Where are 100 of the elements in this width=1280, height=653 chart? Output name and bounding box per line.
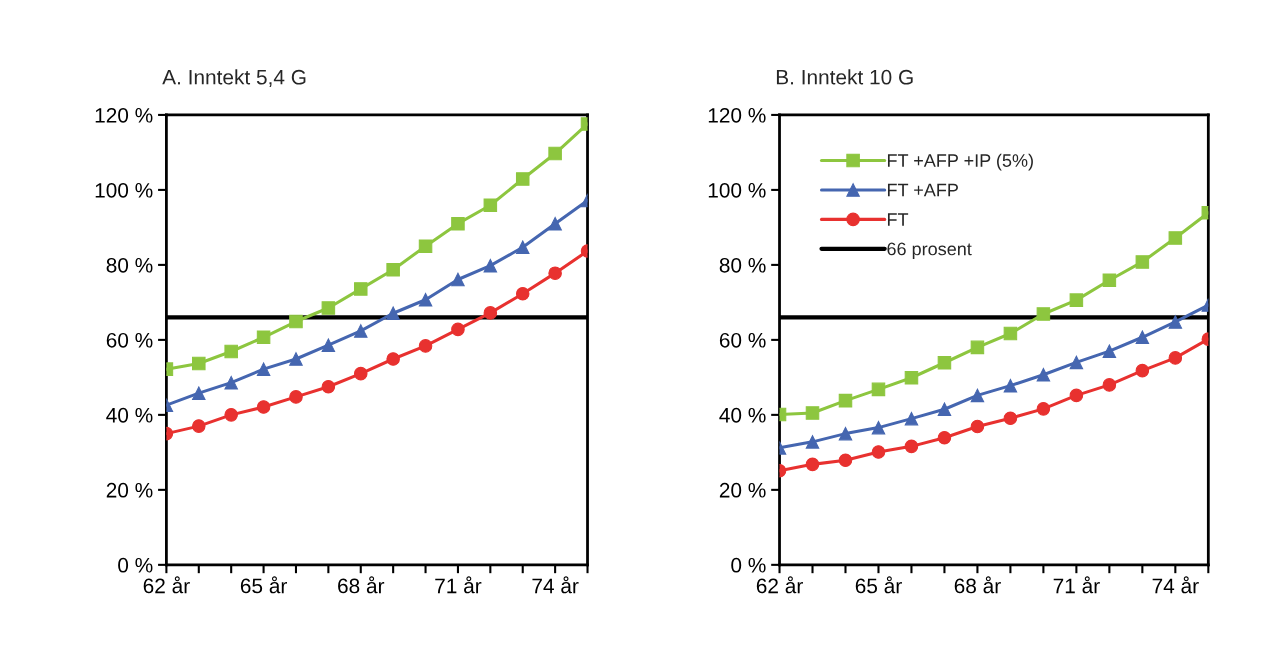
x-tick-label: 71 år: [1053, 576, 1100, 594]
x-tick-label: 68 år: [954, 576, 1001, 594]
point: [838, 453, 853, 468]
point: [386, 352, 400, 366]
point: [1168, 315, 1183, 329]
point: [256, 330, 271, 345]
point: [451, 322, 465, 337]
y-tick-label: 20 %: [719, 482, 766, 498]
point: [321, 338, 336, 352]
point: [1069, 293, 1084, 307]
legend-label: FT +AFP: [887, 183, 958, 197]
point: [937, 402, 952, 417]
point: [224, 375, 238, 390]
point: [1036, 307, 1051, 321]
point: [904, 411, 919, 426]
y-tick-label: 120 %: [95, 107, 153, 123]
point: [289, 352, 303, 366]
y-tick-label: 40 %: [106, 407, 153, 423]
point: [838, 426, 853, 441]
y-tick-label: 40 %: [719, 407, 766, 423]
point: [1135, 255, 1150, 269]
point: [192, 356, 206, 371]
y-tick-label: 60 %: [106, 332, 153, 348]
chart-title: A. Inntekt 5,4 G: [162, 69, 306, 88]
point: [418, 239, 433, 253]
point: [970, 388, 985, 403]
point: [451, 216, 465, 231]
point: [1069, 388, 1084, 403]
point: [1168, 231, 1183, 245]
legend-label: FT: [887, 213, 909, 226]
point: [321, 379, 336, 394]
point: [256, 362, 271, 376]
point: [353, 324, 368, 338]
point: [353, 282, 368, 296]
point: [871, 382, 886, 397]
legend-label: 66 prosent: [887, 242, 972, 259]
y-tick-label: 80 %: [719, 257, 766, 273]
y-tick-label: 0 %: [118, 557, 153, 573]
point: [418, 339, 433, 353]
point: [1102, 378, 1117, 392]
point: [1102, 344, 1117, 358]
y-tick-label: 60 %: [719, 332, 766, 348]
x-tick-label: 62 år: [756, 576, 803, 594]
point: [805, 435, 820, 449]
point: [224, 344, 238, 359]
point: [548, 146, 562, 161]
point: [515, 240, 530, 255]
point: [970, 340, 985, 355]
point: [970, 419, 985, 434]
x-tick-label: 62 år: [143, 576, 190, 594]
point: [289, 314, 303, 329]
point: [386, 306, 400, 321]
point: [386, 263, 400, 277]
x-tick-label: 65 år: [855, 576, 902, 594]
point: [937, 430, 952, 445]
point: [451, 272, 465, 287]
point: [1135, 363, 1150, 378]
point: [515, 172, 530, 186]
point: [1102, 273, 1117, 288]
x-tick-label: 65 år: [240, 576, 287, 594]
point: [483, 198, 498, 213]
x-tick-label: 68 år: [338, 576, 385, 594]
point: [904, 370, 919, 385]
y-tick-label: 80 %: [106, 257, 153, 273]
point: [289, 390, 303, 404]
x-tick-label: 71 år: [435, 576, 482, 594]
legend-label: FT +AFP +IP (5%): [887, 153, 1033, 171]
point: [871, 420, 886, 435]
point: [515, 287, 530, 301]
point: [483, 258, 498, 273]
y-tick-label: 120 %: [708, 107, 766, 123]
point: [548, 216, 562, 231]
point: [1036, 402, 1051, 416]
x-tick-label: 74 år: [1152, 576, 1199, 594]
chart-title: B. Inntekt 10 G: [776, 69, 913, 85]
point: [353, 366, 368, 381]
point: [192, 386, 206, 400]
point: [418, 293, 433, 307]
y-tick-label: 0 %: [731, 557, 766, 573]
point: [1003, 411, 1018, 426]
point: [1003, 326, 1018, 341]
point: [805, 457, 820, 472]
point: [937, 355, 952, 370]
point: [1036, 367, 1051, 382]
point: [192, 419, 206, 433]
point: [838, 393, 853, 408]
point: [904, 439, 919, 454]
y-tick-label: 100 %: [708, 182, 766, 198]
point: [321, 301, 336, 315]
point: [256, 400, 271, 414]
point: [1003, 378, 1018, 393]
point: [1069, 355, 1084, 370]
point: [1135, 330, 1150, 345]
point: [805, 406, 820, 420]
point: [871, 445, 886, 459]
point: [548, 266, 562, 280]
y-tick-label: 20 %: [106, 482, 153, 498]
point: [483, 306, 498, 320]
point: [224, 408, 238, 422]
point: [1168, 351, 1183, 365]
